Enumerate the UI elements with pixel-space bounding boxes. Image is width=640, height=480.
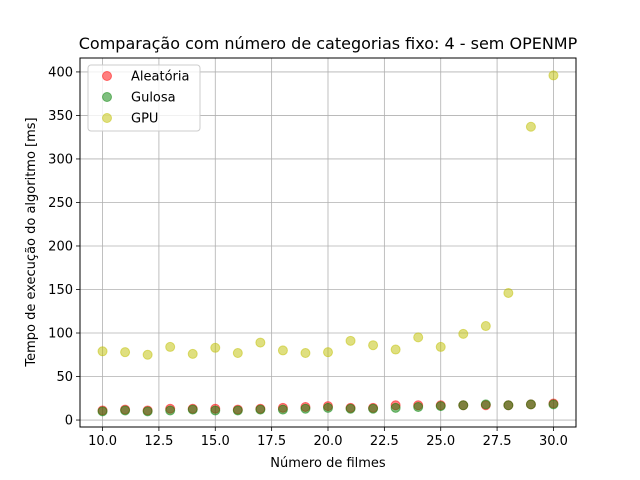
point-gulosa bbox=[458, 400, 469, 411]
y-axis-label: Tempo de execução do algoritmo [ms] bbox=[24, 117, 39, 367]
legend-marker-gulosa bbox=[102, 92, 112, 102]
y-tick-label: 350 bbox=[48, 109, 73, 124]
y-tick-label: 50 bbox=[56, 370, 73, 385]
x-tick-label: 22.5 bbox=[370, 434, 399, 449]
point-gpu bbox=[142, 349, 153, 360]
point-gulosa bbox=[368, 403, 379, 414]
x-tick-label: 15.0 bbox=[201, 434, 230, 449]
x-tick-label: 30.0 bbox=[539, 434, 568, 449]
y-tick-label: 250 bbox=[48, 196, 73, 211]
point-gulosa bbox=[165, 405, 176, 416]
legend-marker-gpu bbox=[102, 113, 112, 123]
legend-marker-aleatoria bbox=[102, 71, 112, 81]
point-gpu bbox=[277, 345, 288, 356]
point-gulosa bbox=[142, 406, 153, 417]
point-gulosa bbox=[210, 405, 221, 416]
point-gulosa bbox=[525, 399, 536, 410]
point-gpu bbox=[210, 342, 221, 353]
point-gulosa bbox=[187, 404, 198, 415]
point-gulosa bbox=[390, 402, 401, 413]
point-gpu bbox=[165, 341, 176, 352]
point-gpu bbox=[435, 341, 446, 352]
point-gulosa bbox=[480, 399, 491, 410]
y-tick-label: 200 bbox=[48, 239, 73, 254]
point-gulosa bbox=[323, 402, 333, 413]
point-gpu bbox=[548, 70, 559, 81]
x-tick-label: 12.5 bbox=[144, 434, 173, 449]
point-gpu bbox=[323, 347, 333, 358]
point-gpu bbox=[232, 348, 243, 359]
point-gulosa bbox=[97, 406, 108, 417]
legend: Aleatória Gulosa GPU bbox=[87, 64, 201, 132]
point-gpu bbox=[255, 337, 266, 348]
x-tick-label: 20.0 bbox=[314, 434, 343, 449]
point-gulosa bbox=[503, 400, 514, 411]
point-gpu bbox=[525, 121, 536, 132]
grid bbox=[80, 58, 576, 427]
x-axis-label: Número de filmes bbox=[270, 456, 386, 471]
x-tick-label: 25.0 bbox=[426, 434, 455, 449]
y-tick-label: 150 bbox=[48, 283, 73, 298]
x-tick-label: 27.5 bbox=[483, 434, 512, 449]
point-gulosa bbox=[413, 401, 424, 412]
point-gulosa bbox=[120, 405, 131, 416]
y-tick-label: 100 bbox=[48, 327, 73, 342]
data-points bbox=[97, 70, 559, 417]
point-gpu bbox=[390, 344, 401, 355]
axis-ticks: 10.0 12.5 15.0 17.5 20.0 22.5 25.0 27.5 30.0 0 50 1… bbox=[48, 65, 568, 449]
legend-label-gpu: GPU bbox=[131, 112, 158, 127]
point-gpu bbox=[368, 340, 379, 351]
legend-label-gulosa: Gulosa bbox=[131, 91, 176, 106]
point-gulosa bbox=[345, 403, 356, 414]
legend-label-aleatoria: Aleatória bbox=[131, 70, 189, 85]
point-gulosa bbox=[277, 404, 288, 415]
point-gulosa bbox=[255, 404, 266, 415]
point-gpu bbox=[120, 347, 131, 358]
legend-box bbox=[87, 64, 201, 132]
point-gulosa bbox=[232, 405, 243, 416]
point-gpu bbox=[187, 348, 198, 359]
point-gpu bbox=[503, 287, 514, 298]
point-gpu bbox=[300, 348, 311, 359]
x-tick-label: 17.5 bbox=[257, 434, 286, 449]
y-tick-label: 400 bbox=[48, 65, 73, 80]
point-gpu bbox=[97, 346, 108, 357]
point-gulosa bbox=[435, 401, 446, 412]
point-gpu bbox=[480, 321, 491, 332]
point-gpu bbox=[413, 332, 424, 343]
point-gpu bbox=[458, 328, 469, 339]
point-gulosa bbox=[300, 403, 311, 414]
point-gpu bbox=[345, 335, 356, 346]
y-tick-label: 0 bbox=[65, 414, 73, 429]
y-tick-label: 300 bbox=[48, 152, 73, 167]
x-tick-label: 10.0 bbox=[88, 434, 117, 449]
chart-title: Comparação com número de categorias fixo… bbox=[79, 34, 578, 53]
point-gulosa bbox=[548, 399, 559, 410]
